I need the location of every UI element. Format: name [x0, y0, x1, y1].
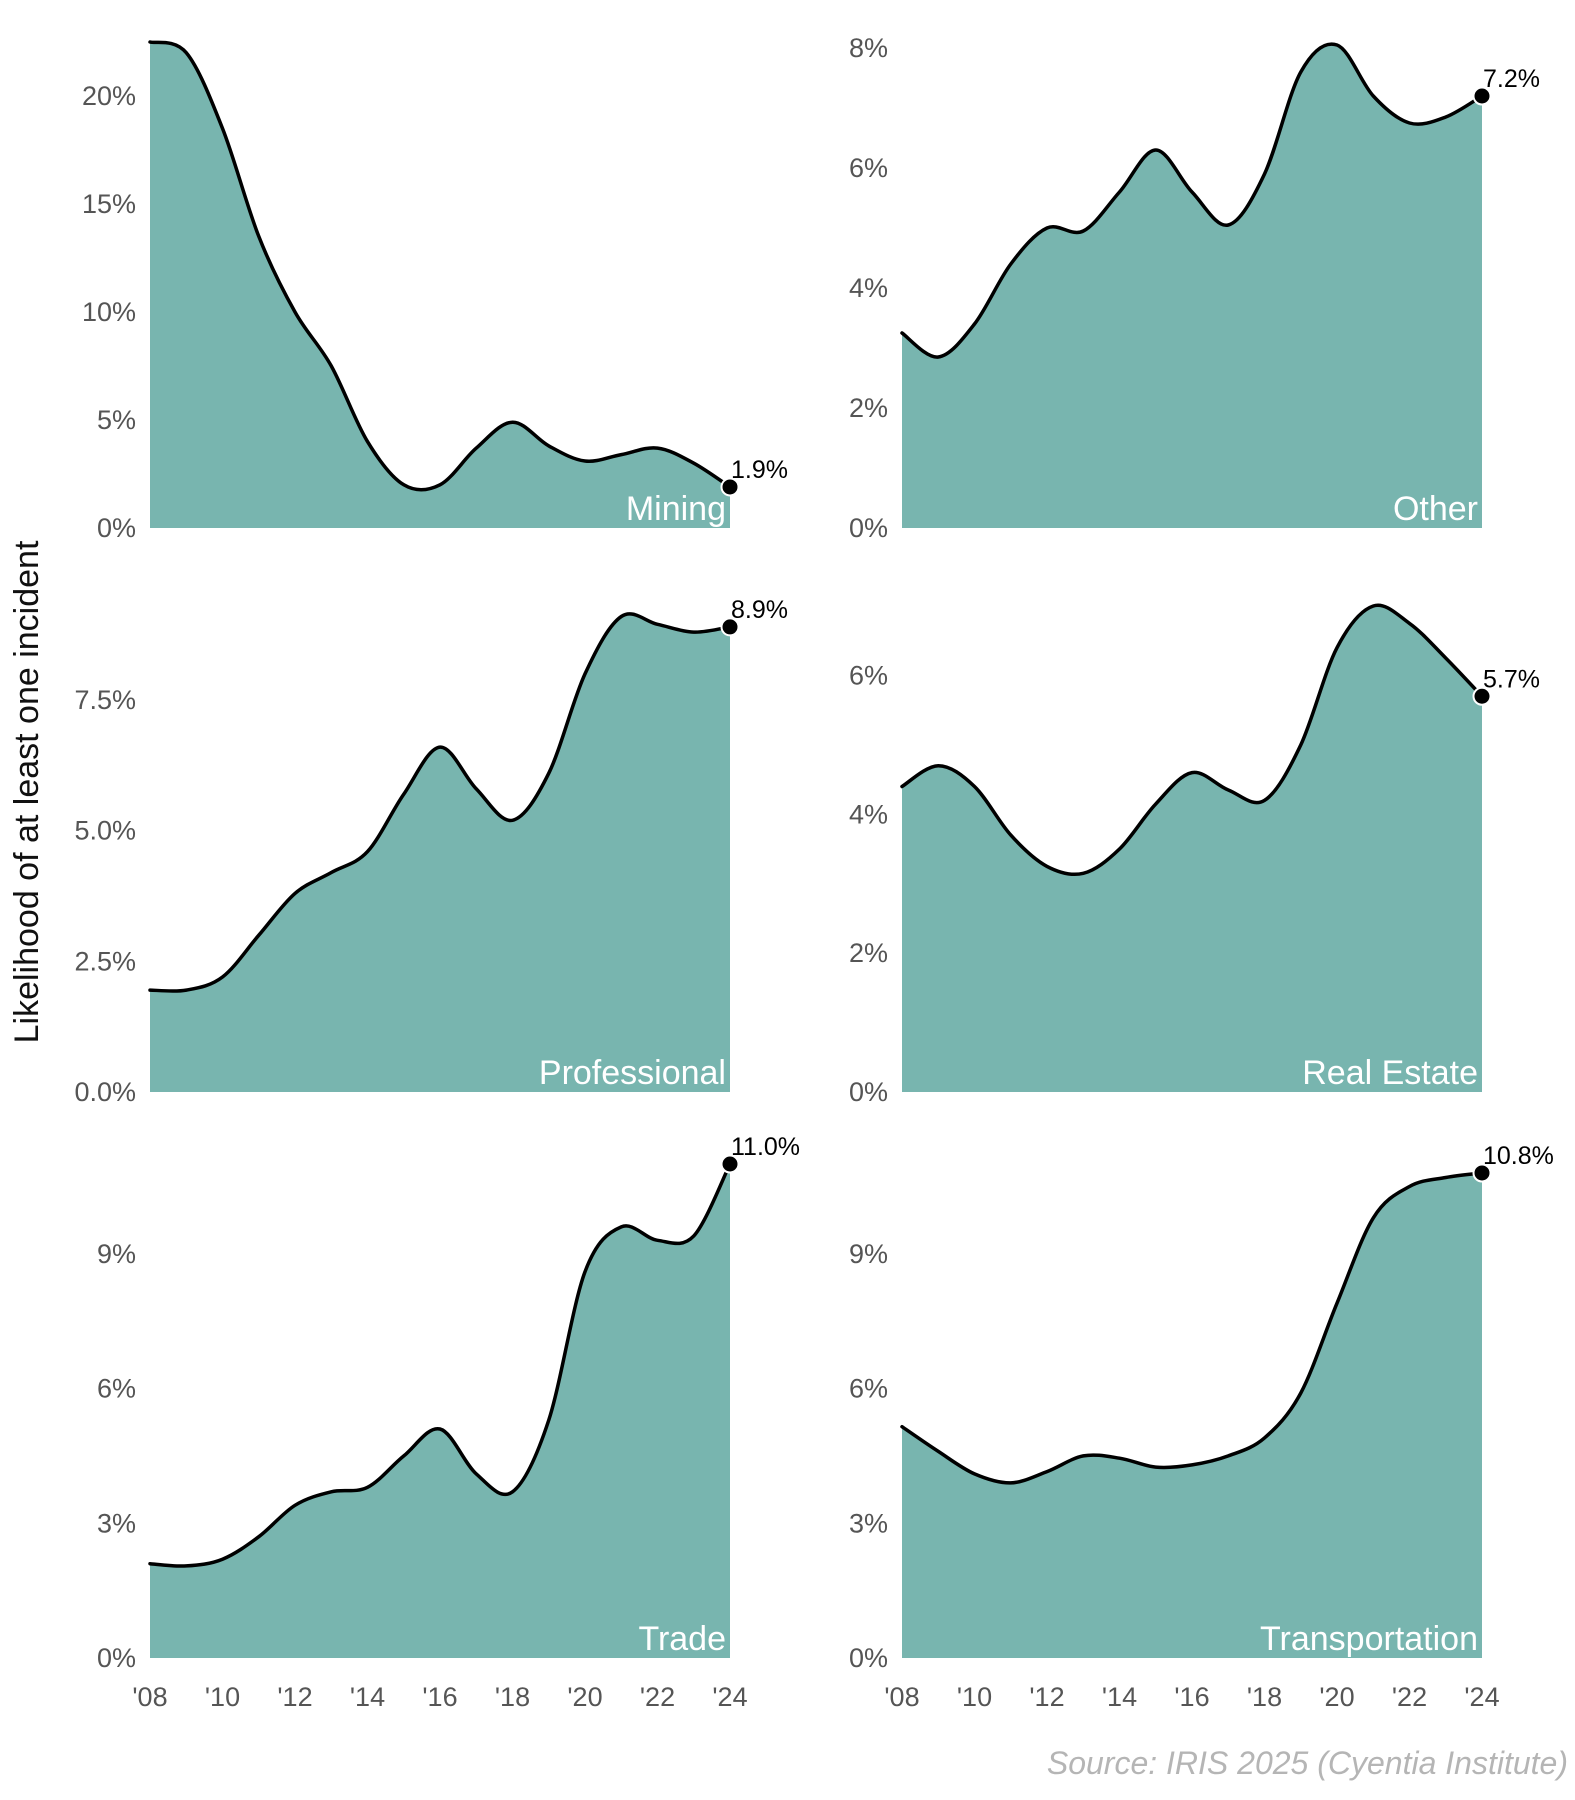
end-point-marker — [720, 1154, 740, 1174]
x-tick-label: '22 — [640, 1682, 675, 1712]
y-tick-label: 4% — [849, 273, 888, 303]
series-line-trade — [148, 1162, 732, 1568]
y-tick-label: 5.0% — [74, 816, 136, 846]
y-axis-title: Likelihood of at least one incident — [8, 540, 46, 1043]
y-tick-label: 5% — [97, 405, 136, 435]
series-line-transportation — [900, 1171, 1484, 1485]
y-tick-label: 0% — [97, 513, 136, 543]
area-fill-professional — [150, 613, 730, 1092]
x-tick-label: '10 — [957, 1682, 992, 1712]
series-line-professional — [148, 612, 732, 993]
series-line-other — [900, 42, 1484, 359]
end-point-marker — [720, 477, 740, 497]
x-tick-label: '08 — [132, 1682, 167, 1712]
end-point-marker — [1472, 1163, 1492, 1183]
y-tick-label: 2.5% — [74, 946, 136, 976]
x-tick-label: '16 — [422, 1682, 457, 1712]
y-tick-label: 6% — [849, 153, 888, 183]
y-tick-label: 6% — [97, 1374, 136, 1404]
y-tick-label: 0% — [849, 513, 888, 543]
panel-transportation: 0% 3% 6% 9% Transportation 10.8% '08 '10 '12 '14 '… — [849, 1142, 1554, 1712]
panel-title: Other — [1393, 490, 1478, 528]
end-value-label: 7.2% — [1483, 65, 1540, 93]
y-tick-label: 0% — [97, 1643, 136, 1673]
x-tick-label: '24 — [712, 1682, 747, 1712]
x-tick-label: '08 — [884, 1682, 919, 1712]
end-point-marker — [720, 617, 740, 637]
y-tick-label: 8% — [849, 33, 888, 63]
end-value-label: 10.8% — [1483, 1142, 1554, 1170]
x-tick-label: '18 — [1247, 1682, 1282, 1712]
panel-title: Real Estate — [1302, 1054, 1478, 1092]
panel-title: Mining — [626, 490, 726, 528]
y-tick-label: 2% — [849, 393, 888, 423]
end-value-label: 8.9% — [731, 596, 788, 624]
y-tick-label: 9% — [97, 1239, 136, 1269]
y-tick-label: 6% — [849, 1374, 888, 1404]
panel-real-estate: 0% 2% 4% 6% Real Estate 5.7% — [849, 603, 1540, 1107]
end-point-marker — [1472, 86, 1492, 106]
x-tick-label: '14 — [1102, 1682, 1137, 1712]
y-tick-label: 9% — [849, 1239, 888, 1269]
panel-professional: 0.0% 2.5% 5.0% 7.5% Professional 8.9% — [74, 596, 788, 1107]
y-tick-label: 0.0% — [74, 1077, 136, 1107]
panel-other: 0% 2% 4% 6% 8% Other 7.2% — [849, 33, 1540, 543]
end-value-label: 5.7% — [1483, 665, 1540, 693]
x-tick-label: '18 — [495, 1682, 530, 1712]
panel-title: Trade — [638, 1620, 726, 1658]
area-fill-transportation — [902, 1173, 1482, 1658]
y-tick-label: 7.5% — [74, 685, 136, 715]
x-tick-label: '12 — [277, 1682, 312, 1712]
x-tick-label: '22 — [1392, 1682, 1427, 1712]
area-fill-real-estate — [902, 605, 1482, 1092]
x-tick-label: '16 — [1174, 1682, 1209, 1712]
y-tick-label: 3% — [849, 1508, 888, 1538]
x-tick-label: '24 — [1464, 1682, 1499, 1712]
y-tick-label: 0% — [849, 1643, 888, 1673]
x-tick-label: '10 — [205, 1682, 240, 1712]
y-tick-label: 15% — [82, 189, 136, 219]
y-tick-label: 2% — [849, 938, 888, 968]
area-fill-mining — [150, 42, 730, 528]
area-fill-other — [902, 44, 1482, 528]
end-value-label: 11.0% — [731, 1133, 800, 1161]
panel-title: Professional — [539, 1054, 726, 1092]
end-point-marker — [1472, 686, 1492, 706]
area-fill-trade — [150, 1164, 730, 1658]
source-caption: Source: IRIS 2025 (Cyentia Institute) — [1047, 1745, 1568, 1781]
y-tick-label: 6% — [849, 660, 888, 690]
x-tick-label: '14 — [350, 1682, 385, 1712]
end-value-label: 1.9% — [731, 456, 788, 484]
x-tick-label: '20 — [1319, 1682, 1354, 1712]
series-line-real-estate — [900, 603, 1484, 877]
series-line-mining — [148, 40, 732, 492]
panel-trade: 0% 3% 6% 9% Trade 11.0% '08 '10 '12 '14 '16 '18 '20 '… — [97, 1133, 800, 1712]
y-tick-label: 0% — [849, 1077, 888, 1107]
y-tick-label: 3% — [97, 1508, 136, 1538]
x-tick-label: '20 — [567, 1682, 602, 1712]
x-tick-label: '12 — [1029, 1682, 1064, 1712]
y-tick-label: 4% — [849, 799, 888, 829]
y-tick-label: 20% — [82, 81, 136, 111]
panel-title: Transportation — [1260, 1620, 1478, 1658]
y-tick-label: 10% — [82, 297, 136, 327]
